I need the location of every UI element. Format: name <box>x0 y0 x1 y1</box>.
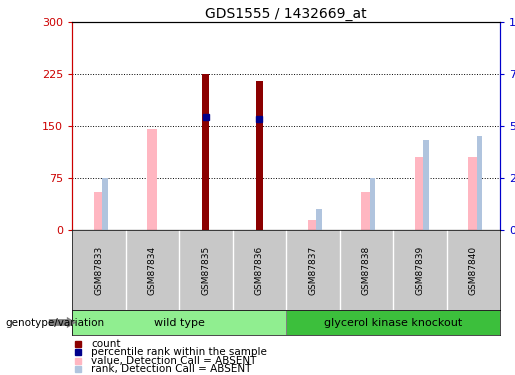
Bar <box>308 220 318 230</box>
Text: GSM87834: GSM87834 <box>148 246 157 295</box>
Text: GSM87836: GSM87836 <box>255 245 264 295</box>
Text: GSM87838: GSM87838 <box>362 245 371 295</box>
Bar <box>317 209 322 230</box>
Bar <box>94 192 104 230</box>
Bar <box>286 310 500 335</box>
Bar <box>370 178 375 230</box>
Bar <box>423 140 429 230</box>
Bar <box>102 178 108 230</box>
Text: GSM87839: GSM87839 <box>415 245 424 295</box>
Text: GSM87835: GSM87835 <box>201 245 210 295</box>
Text: GSM87837: GSM87837 <box>308 245 317 295</box>
Bar <box>72 310 286 335</box>
Text: GSM87833: GSM87833 <box>94 245 103 295</box>
Bar <box>202 74 210 230</box>
Bar <box>255 81 263 230</box>
Bar <box>469 157 478 230</box>
Text: genotype/variation: genotype/variation <box>5 318 104 327</box>
Text: percentile rank within the sample: percentile rank within the sample <box>92 347 267 357</box>
Title: GDS1555 / 1432669_at: GDS1555 / 1432669_at <box>205 7 367 21</box>
Bar <box>147 129 157 230</box>
Text: rank, Detection Call = ABSENT: rank, Detection Call = ABSENT <box>92 364 252 374</box>
Text: count: count <box>92 339 121 349</box>
Text: GSM87840: GSM87840 <box>469 246 478 295</box>
Text: wild type: wild type <box>153 318 204 327</box>
Bar <box>477 136 483 230</box>
Text: value, Detection Call = ABSENT: value, Detection Call = ABSENT <box>92 356 257 366</box>
Bar <box>362 192 371 230</box>
Bar <box>415 157 424 230</box>
Text: glycerol kinase knockout: glycerol kinase knockout <box>324 318 462 327</box>
